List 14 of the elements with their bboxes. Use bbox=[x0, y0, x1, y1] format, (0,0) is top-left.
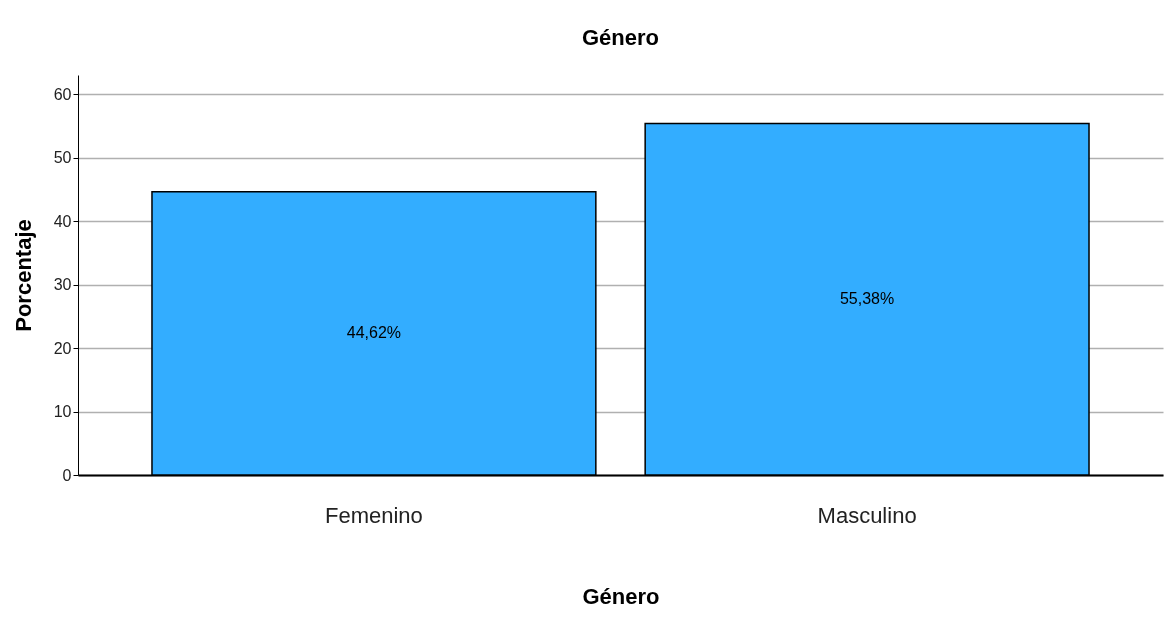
y-tick-label: 0 bbox=[62, 466, 72, 484]
y-tick-label: 20 bbox=[53, 339, 72, 357]
y-tick-label: 30 bbox=[53, 276, 72, 294]
y-tick-label: 40 bbox=[53, 212, 72, 230]
data-label: 44,62% bbox=[346, 324, 402, 342]
x-tick-label: Femenino bbox=[324, 502, 423, 528]
y-axis-title: Porcentaje bbox=[10, 219, 36, 332]
y-tick-label: 60 bbox=[53, 85, 72, 103]
x-axis-title: Género bbox=[582, 583, 660, 609]
data-label: 55,38% bbox=[839, 290, 895, 308]
y-tick-label: 10 bbox=[53, 403, 72, 421]
chart-title: Género bbox=[581, 25, 660, 50]
x-tick-label: Masculino bbox=[817, 502, 917, 528]
y-tick-label: 50 bbox=[53, 149, 72, 167]
